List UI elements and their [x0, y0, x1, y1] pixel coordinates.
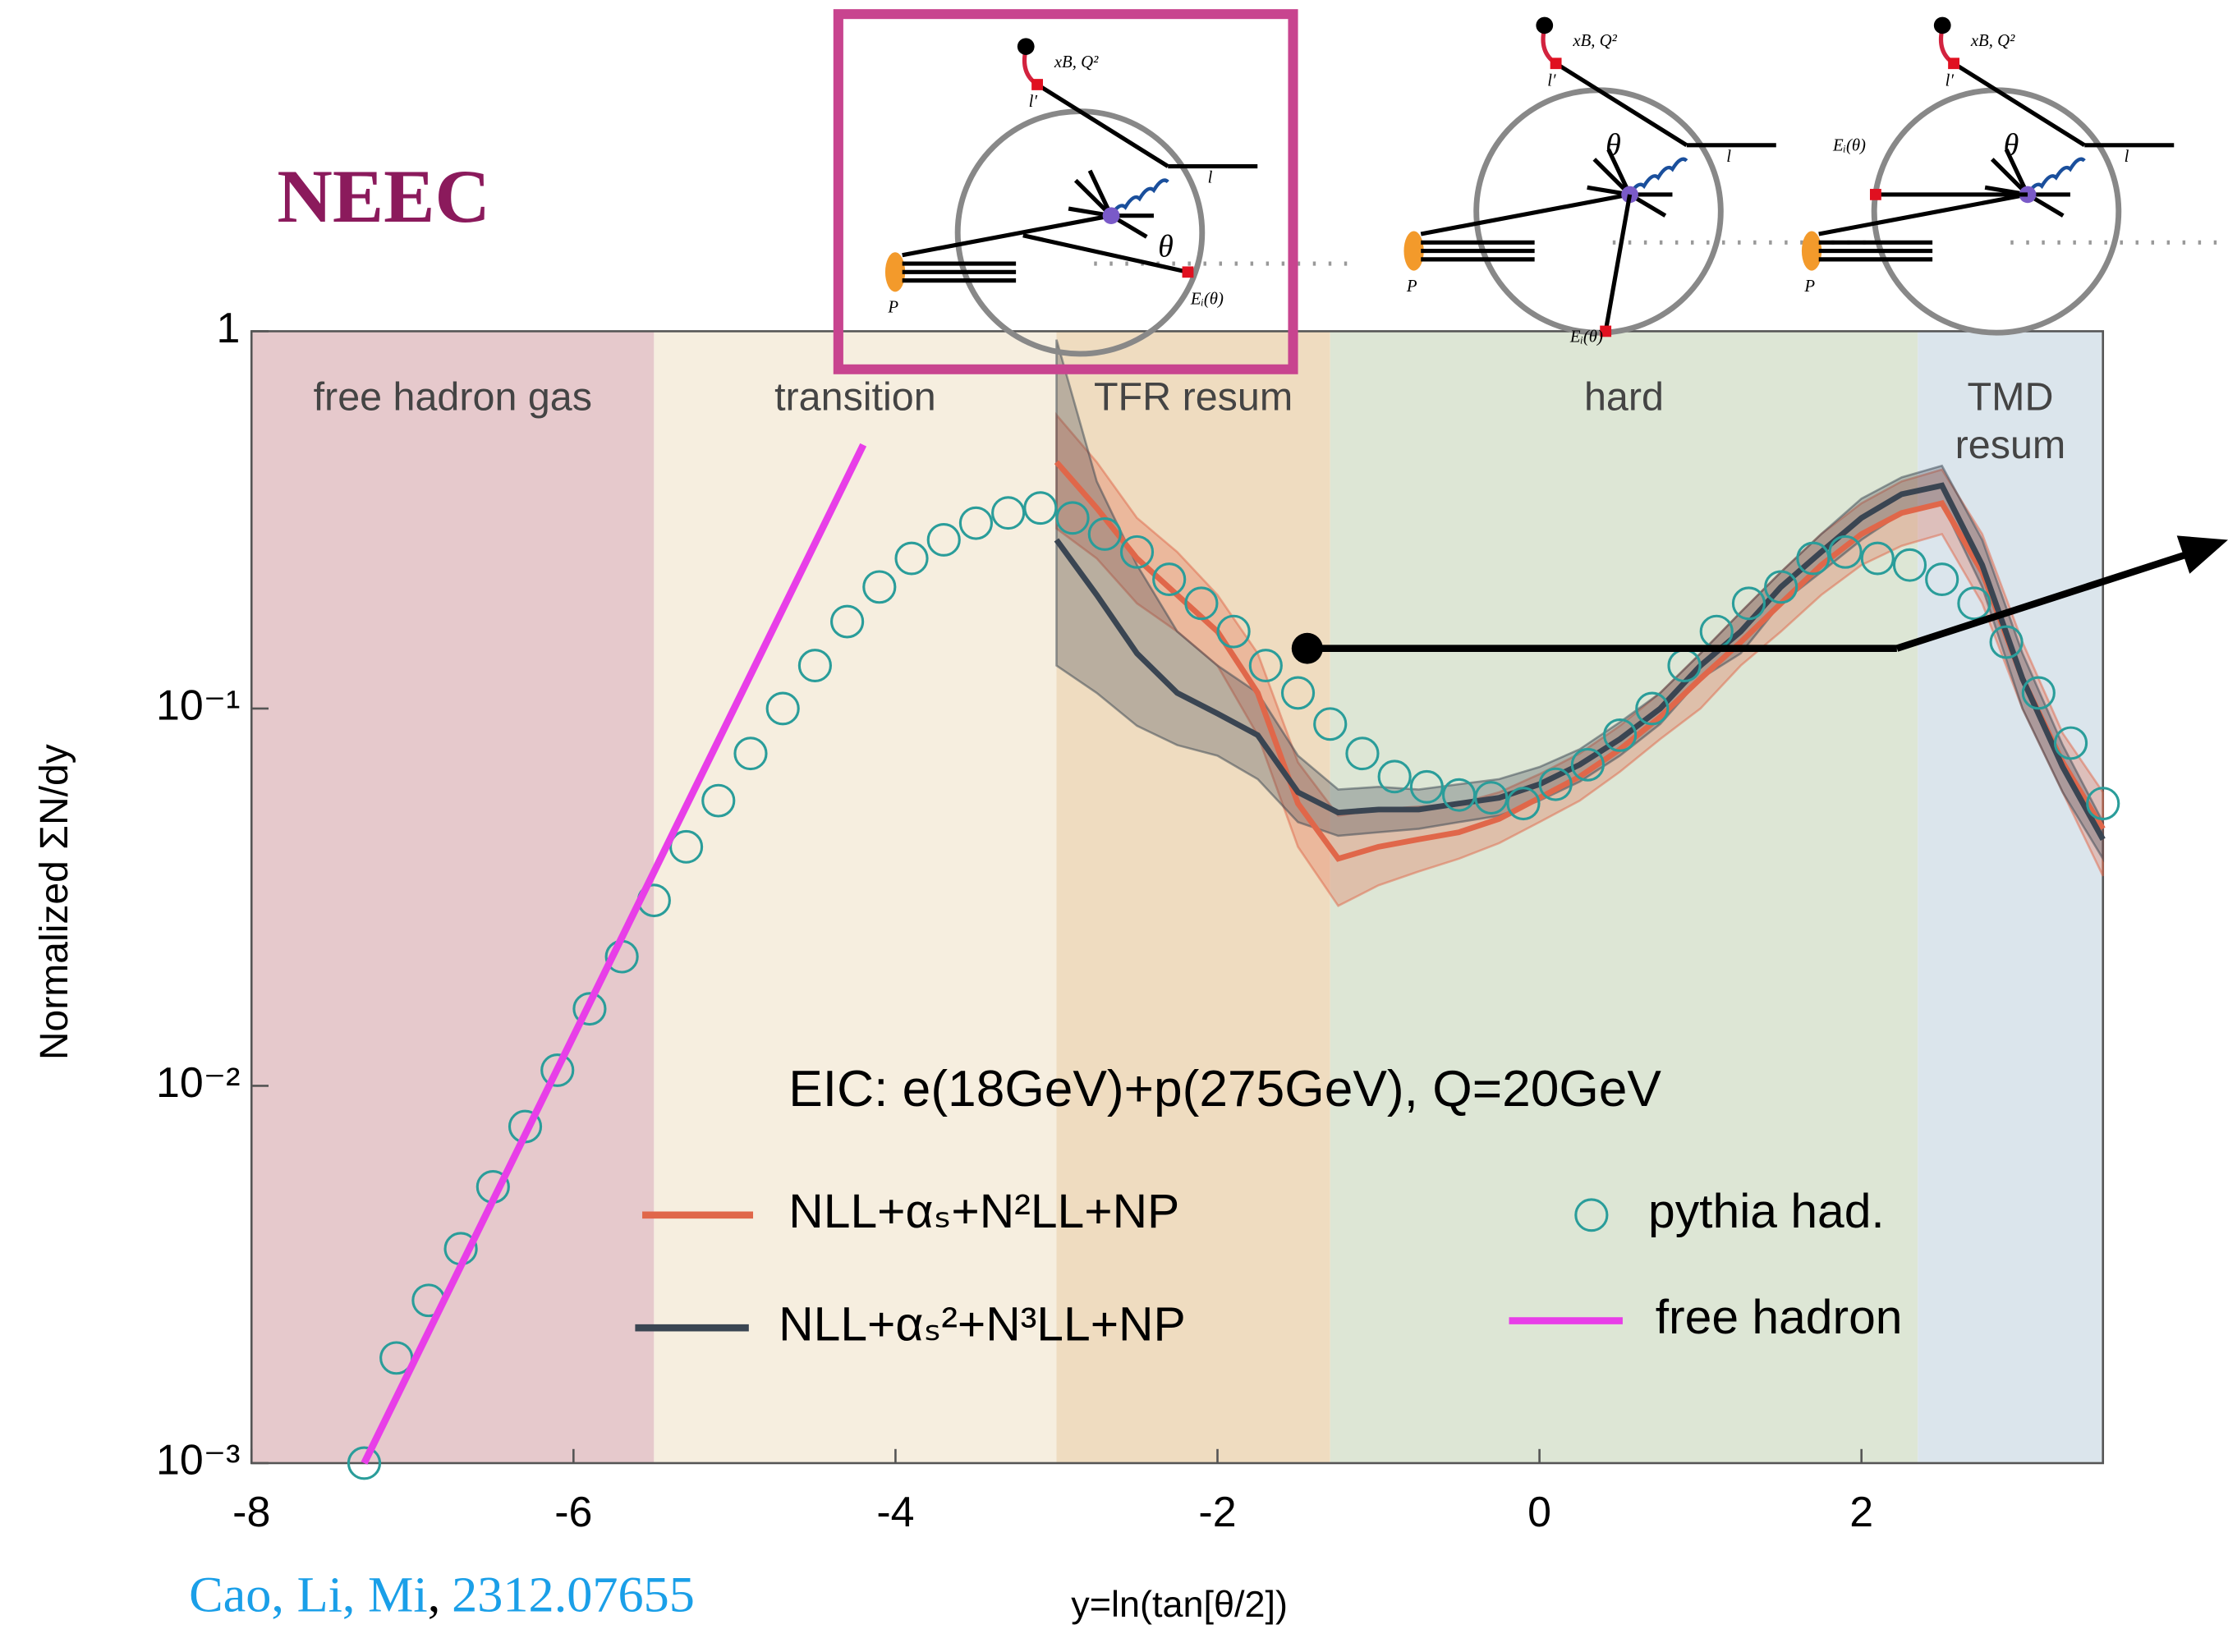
diagram-label: P — [1406, 278, 1417, 296]
slide: NEEC Cao, Li, Mi,2312.07655 free hadron … — [0, 0, 2228, 1652]
region-label: TFR resum — [1056, 374, 1330, 421]
photon — [2028, 159, 2084, 195]
diagram-label: Eᵢ(θ) — [1569, 328, 1603, 346]
lepton-blob — [1536, 17, 1553, 34]
annotation: EIC: e(18GeV)+p(275GeV), Q=20GeV — [788, 1061, 1661, 1117]
pointer-dot — [1292, 633, 1323, 664]
diagram-label: l′ — [1029, 93, 1038, 111]
legend-label: NLL+αₛ²+N³LL+NP — [779, 1298, 1186, 1351]
proton — [1802, 232, 1821, 271]
region-label: hard — [1330, 374, 1918, 421]
diagram-label: l — [2125, 148, 2129, 166]
diagram-label: xB, Q² — [1572, 32, 1617, 50]
region-label: free hadron gas — [251, 374, 654, 421]
legend-label: free hadron — [1656, 1291, 1903, 1344]
region-label-box: hard — [1330, 374, 1918, 529]
region-label-box: transition — [654, 374, 1056, 529]
legend-label: pythia had. — [1648, 1185, 1885, 1238]
citation: Cao, Li, Mi,2312.07655 — [189, 1567, 695, 1623]
x-tick-label: -8 — [232, 1488, 270, 1535]
citation-arxiv: 2312.07655 — [452, 1567, 695, 1623]
proton — [885, 252, 905, 291]
lepton-blob — [1018, 38, 1035, 55]
diagram-label: P — [1803, 278, 1815, 296]
proton — [1403, 232, 1423, 271]
lepton-blob — [1934, 17, 1951, 34]
arrow-head — [2177, 535, 2228, 573]
y-tick-label: 10⁻³ — [156, 1436, 240, 1484]
diagram-label: l — [1208, 169, 1213, 187]
diagram-label: l — [1726, 148, 1731, 166]
x-tick-label: -6 — [554, 1488, 592, 1535]
quark-line — [1819, 195, 2028, 234]
diagram-label: l′ — [1547, 71, 1556, 89]
diagram-label: θ — [2004, 128, 2019, 163]
page: NEEC Cao, Li, Mi,2312.07655 free hadron … — [0, 0, 2228, 1652]
detector — [1874, 90, 2119, 333]
lepton-in — [1954, 63, 2084, 145]
y-axis-label: Normalized ΣN/dy — [32, 743, 76, 1060]
detector — [1477, 90, 1721, 333]
x-tick-label: 0 — [1527, 1488, 1551, 1535]
diagram-label: xB, Q² — [1054, 53, 1099, 71]
diagram-label: xB, Q² — [1970, 32, 2015, 50]
detector-hit — [1183, 266, 1194, 278]
y-tick-label: 1 — [217, 304, 241, 351]
photon — [1111, 180, 1168, 215]
lepton-in — [1556, 63, 1687, 145]
citation-separator: , — [428, 1567, 441, 1623]
citation-authors: Cao, Li, Mi — [189, 1567, 428, 1623]
diagram-label: θ — [1606, 128, 1621, 163]
y-tick-label: 10⁻² — [156, 1058, 240, 1106]
hadron-line — [1606, 195, 1629, 332]
diagram-label: Eᵢ(θ) — [1832, 136, 1866, 154]
diagram-label: P — [887, 299, 898, 317]
region-label-box: free hadron gas — [251, 374, 654, 529]
diagram-label: θ — [1158, 230, 1174, 264]
legend-label: NLL+αₛ+N²LL+NP — [788, 1185, 1179, 1238]
vertex — [1103, 207, 1120, 224]
region-label: transition — [654, 374, 1056, 421]
x-axis-label: y=ln(tan[θ/2]) — [1071, 1584, 1288, 1625]
lepton-in — [1037, 85, 1168, 167]
y-tick-label: 10⁻¹ — [156, 681, 240, 729]
diagram-label: l′ — [1945, 71, 1955, 89]
x-tick-label: -2 — [1198, 1488, 1236, 1535]
photon — [1630, 159, 1687, 195]
detector-hit — [1031, 79, 1043, 90]
detector-hit — [1550, 57, 1562, 69]
diagram-label: Eᵢ(θ) — [1190, 290, 1224, 308]
x-tick-label: -4 — [876, 1488, 914, 1535]
title: NEEC — [277, 155, 490, 240]
quark-line — [1421, 195, 1629, 234]
detector-hit — [1948, 57, 1959, 69]
region-label: TMD resum — [1946, 374, 2074, 470]
detector-hit — [1870, 189, 1881, 200]
x-tick-label: 2 — [1849, 1488, 1873, 1535]
